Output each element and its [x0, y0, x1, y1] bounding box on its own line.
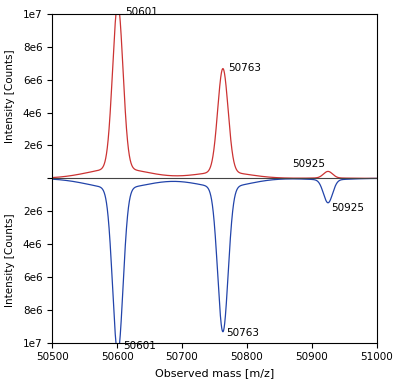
- Text: 50925: 50925: [292, 159, 325, 169]
- Text: 50763: 50763: [228, 63, 261, 73]
- Text: Intensity [Counts]: Intensity [Counts]: [5, 49, 15, 143]
- Text: 50601: 50601: [126, 7, 158, 17]
- X-axis label: Observed mass [m/z]: Observed mass [m/z]: [155, 368, 274, 378]
- Text: 50763: 50763: [226, 328, 259, 338]
- Text: 50601: 50601: [123, 341, 156, 351]
- Text: 50925: 50925: [331, 203, 364, 213]
- Text: Intensity [Counts]: Intensity [Counts]: [5, 214, 15, 307]
